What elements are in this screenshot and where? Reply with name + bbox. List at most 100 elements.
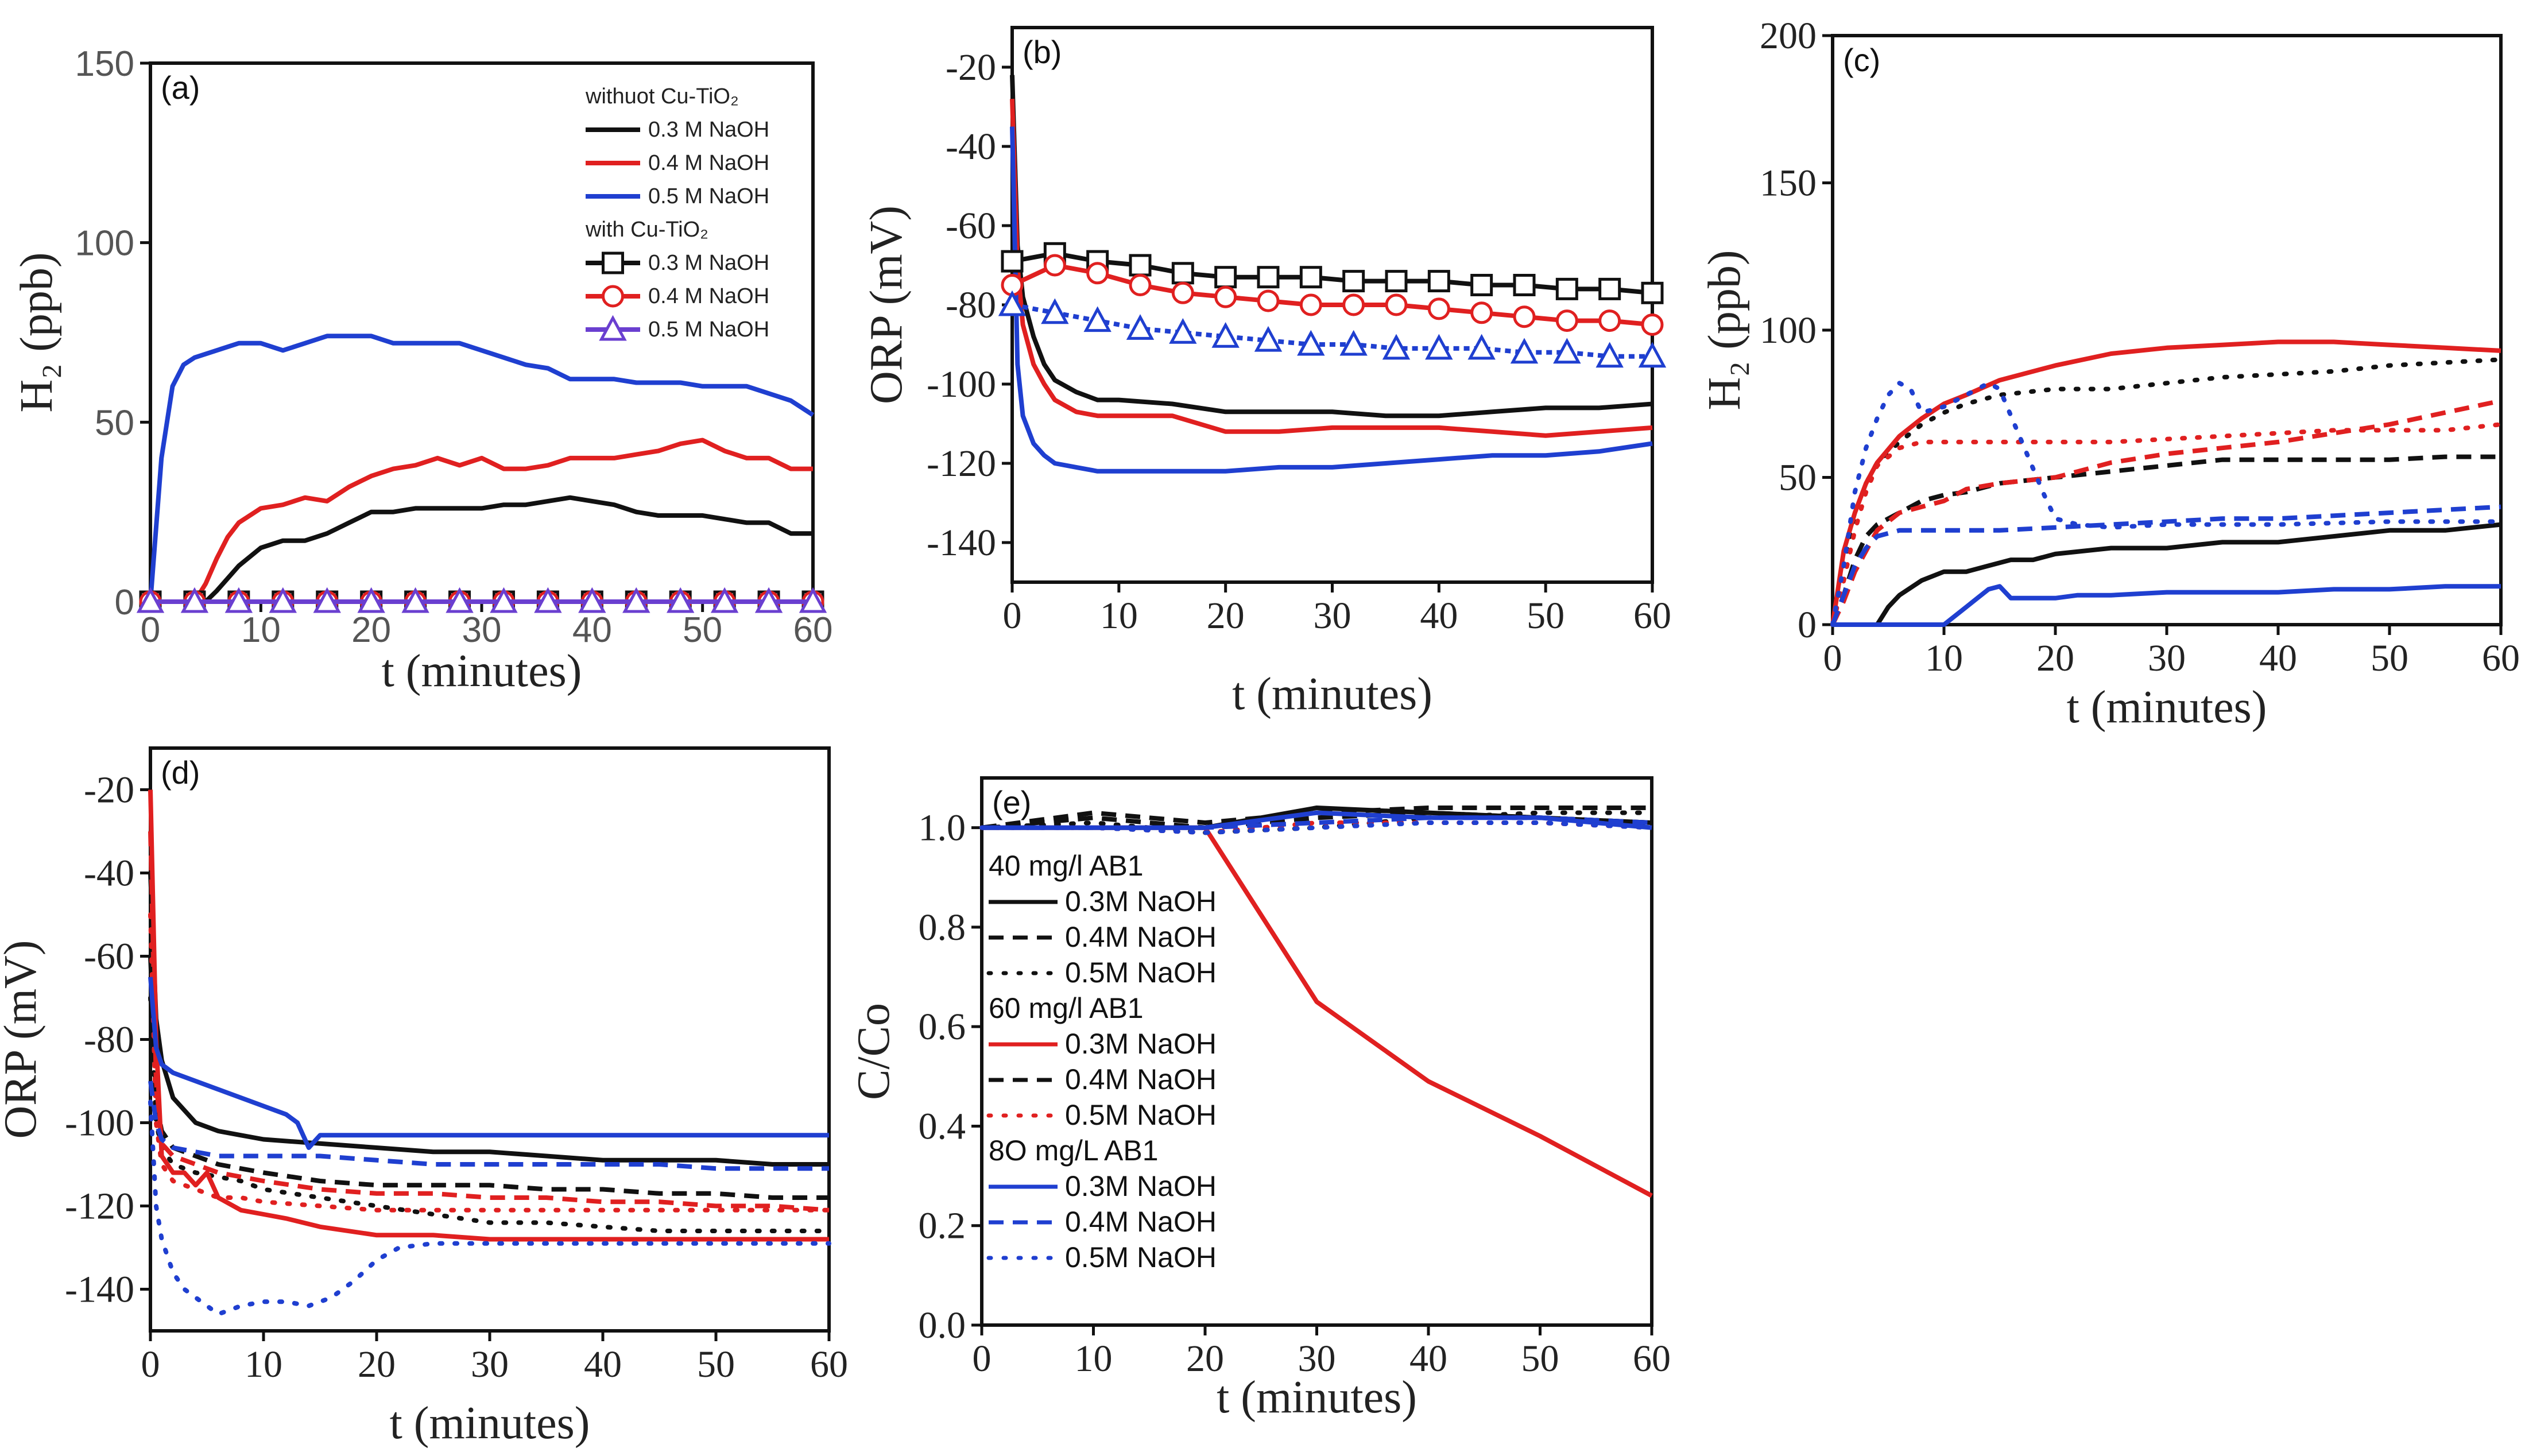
y-axis-label: H₂ (ppb) — [11, 253, 62, 413]
series-path — [1833, 584, 2501, 627]
y-tick-label: 50 — [1779, 457, 1817, 499]
data-point — [1470, 301, 1493, 324]
data-point — [1214, 285, 1237, 308]
legend-item: 0.4 M NaOH — [586, 151, 769, 175]
series-line — [1833, 584, 2501, 627]
legend-item: 0.4M NaOH — [989, 921, 1217, 953]
panel-label: (a) — [161, 69, 200, 106]
data-point — [578, 587, 606, 613]
series-line — [1830, 422, 2503, 627]
legend-marker — [602, 251, 624, 274]
legend-item: 0.4M NaOH — [989, 1063, 1217, 1095]
series-line — [148, 1099, 831, 1316]
series-path — [148, 873, 829, 1167]
legend-label: 0.3M NaOH — [1065, 1028, 1217, 1060]
series-path — [150, 437, 813, 604]
series-line — [1830, 357, 2503, 627]
x-tick-label: 60 — [2482, 637, 2520, 679]
series-path — [1830, 381, 2503, 627]
data-point — [1041, 298, 1069, 324]
x-tick-label: 60 — [810, 1343, 848, 1385]
series-line — [148, 873, 829, 1167]
chart-panel-d: 0 10 20 30 40 50 60 -140 -120 -100 -80 -60 -40 -20 t (… — [0, 746, 848, 1449]
x-tick-label: 0 — [973, 1338, 992, 1380]
x-axis-label: t (minutes) — [382, 646, 582, 696]
x-tick-label: 20 — [351, 610, 391, 650]
data-point — [1211, 322, 1240, 348]
data-point — [1257, 266, 1280, 289]
series-path — [1011, 263, 1653, 327]
series-path — [1012, 303, 1652, 359]
data-point — [1086, 262, 1109, 285]
data-point — [1641, 313, 1664, 336]
x-tick-label: 40 — [2259, 637, 2297, 679]
data-point — [667, 587, 695, 613]
series-path — [1833, 522, 2501, 627]
series-line — [1830, 504, 2501, 626]
legend-item: 0.3M NaOH — [989, 1170, 1217, 1202]
series-line — [148, 956, 829, 1200]
data-point — [1513, 274, 1536, 296]
x-tick-label: 40 — [1420, 595, 1458, 637]
data-point — [269, 587, 297, 613]
data-point — [1297, 330, 1325, 356]
x-tick-label: 20 — [1207, 595, 1245, 637]
chart-panel-e: 0 10 20 30 40 50 60 0.0 0.2 0.4 0.6 0.8 1.0 t (minute… — [849, 776, 1671, 1423]
x-axis-label: t (minutes) — [1232, 669, 1432, 719]
data-point — [1299, 293, 1322, 316]
series-line — [1010, 75, 1653, 419]
x-axis-label: t (minutes) — [1217, 1372, 1417, 1423]
data-point — [1043, 254, 1066, 277]
y-tick-label: 150 — [1760, 162, 1817, 204]
data-point — [1169, 318, 1197, 344]
chart-panel-c: 0 10 20 30 40 50 60 0 50 100 150 200 t (minutes) H₂ (… — [1699, 15, 2520, 733]
legend-label: 0.4M NaOH — [1065, 921, 1217, 953]
series-line — [1833, 522, 2501, 627]
y-tick-label: 100 — [75, 224, 134, 264]
legend-item: 0.3M NaOH — [989, 1028, 1217, 1060]
data-point — [1382, 334, 1411, 360]
data-point — [799, 587, 827, 613]
series-line — [1010, 126, 1653, 474]
data-point — [401, 587, 429, 613]
y-tick-label: -40 — [84, 853, 134, 894]
x-tick-label: 0 — [1823, 637, 1842, 679]
data-point — [1510, 338, 1539, 364]
series-line — [148, 1081, 829, 1171]
data-point — [446, 587, 474, 613]
series-path — [148, 956, 829, 1200]
series-path — [148, 789, 829, 1242]
data-point — [534, 587, 562, 613]
data-point — [1342, 293, 1365, 316]
x-tick-label: 0 — [1003, 595, 1022, 637]
series-path — [1830, 339, 2501, 625]
y-tick-label: -60 — [84, 936, 134, 978]
data-point — [998, 290, 1027, 316]
series-line — [1010, 99, 1653, 438]
panel-label: (b) — [1023, 34, 1062, 70]
x-tick-label: 10 — [1100, 595, 1138, 637]
x-tick-label: 30 — [1314, 595, 1351, 637]
x-tick-label: 10 — [245, 1343, 282, 1385]
legend-label: 0.3M NaOH — [1065, 885, 1217, 917]
y-tick-label: 0.0 — [919, 1304, 966, 1346]
legend-label: 0.4M NaOH — [1065, 1063, 1217, 1095]
legend-item: 0.4 M NaOH — [586, 284, 769, 308]
data-point — [1385, 270, 1408, 293]
series-line — [150, 437, 813, 604]
data-point — [1513, 305, 1536, 328]
data-point — [180, 587, 209, 613]
data-point — [313, 587, 341, 613]
x-tick-label: 20 — [2036, 637, 2074, 679]
series-line — [148, 334, 815, 602]
legend-label: 0.5M NaOH — [1065, 957, 1217, 989]
x-tick-label: 50 — [683, 610, 722, 650]
x-tick-label: 60 — [793, 610, 833, 650]
x-tick-label: 10 — [1925, 637, 1963, 679]
series-path — [148, 1099, 831, 1316]
x-tick-label: 30 — [471, 1343, 509, 1385]
series-path — [1010, 99, 1653, 438]
y-tick-label: -120 — [65, 1186, 134, 1227]
data-point — [1641, 281, 1664, 304]
